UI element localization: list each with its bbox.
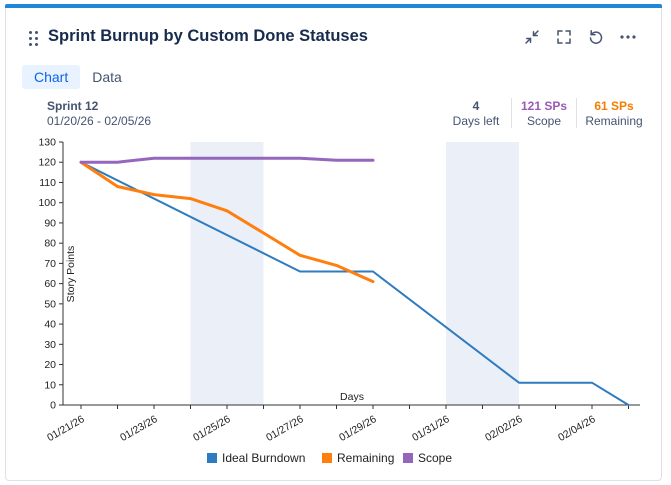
stat-value: 61 SPs xyxy=(594,99,634,113)
stat-value: 4 xyxy=(472,99,480,113)
widget-top-accent xyxy=(5,4,662,8)
sprint-dates: 01/20/26 - 02/05/26 xyxy=(47,114,152,128)
stat-separator xyxy=(511,98,512,128)
drag-handle-icon[interactable] xyxy=(28,30,40,46)
collapse-icon[interactable] xyxy=(521,26,543,48)
more-icon[interactable] xyxy=(617,26,639,48)
stat-days-left: 4 Days left xyxy=(446,99,506,128)
stat-label: Remaining xyxy=(585,114,643,128)
stat-scope: 121 SPs Scope xyxy=(514,99,574,128)
tab-chart[interactable]: Chart xyxy=(22,65,81,89)
fullscreen-icon[interactable] xyxy=(553,26,575,48)
stat-label: Scope xyxy=(526,114,562,128)
widget-title: Sprint Burnup by Custom Done Statuses xyxy=(48,27,368,45)
stat-label: Days left xyxy=(452,114,500,128)
tab-data[interactable]: Data xyxy=(92,69,122,85)
stat-remaining: 61 SPs Remaining xyxy=(580,99,648,128)
refresh-icon[interactable] xyxy=(585,26,607,48)
stat-separator xyxy=(576,98,577,128)
stat-value: 121 SPs xyxy=(520,99,568,113)
tab-bar: Chart Data xyxy=(22,65,134,89)
sprint-name: Sprint 12 xyxy=(47,99,99,113)
